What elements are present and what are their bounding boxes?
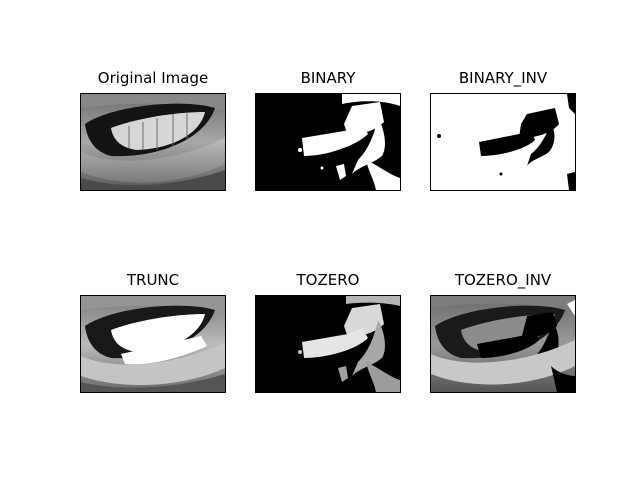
- panel-title-tozero-inv: TOZERO_INV: [430, 271, 576, 289]
- panel-title-tozero: TOZERO: [255, 271, 401, 289]
- image-frame-binary: [255, 93, 401, 191]
- image-frame-tozero-inv: [430, 295, 576, 393]
- panel-title-original-image: Original Image: [80, 69, 226, 87]
- image-frame-trunc: [80, 295, 226, 393]
- panel-title-binary-inv: BINARY_INV: [430, 69, 576, 87]
- mouth-image-tozero-inv: [431, 296, 575, 392]
- mouth-image-tozero: [256, 296, 400, 392]
- panel-title-trunc: TRUNC: [80, 271, 226, 289]
- image-frame-tozero: [255, 295, 401, 393]
- mouth-image-binary: [256, 94, 400, 190]
- panel-title-binary: BINARY: [255, 69, 401, 87]
- image-frame-original: [80, 93, 226, 191]
- mouth-image-binary-inv: [431, 94, 575, 190]
- image-frame-binary-inv: [430, 93, 576, 191]
- mouth-image-original: [81, 94, 225, 190]
- mouth-image-trunc: [81, 296, 225, 392]
